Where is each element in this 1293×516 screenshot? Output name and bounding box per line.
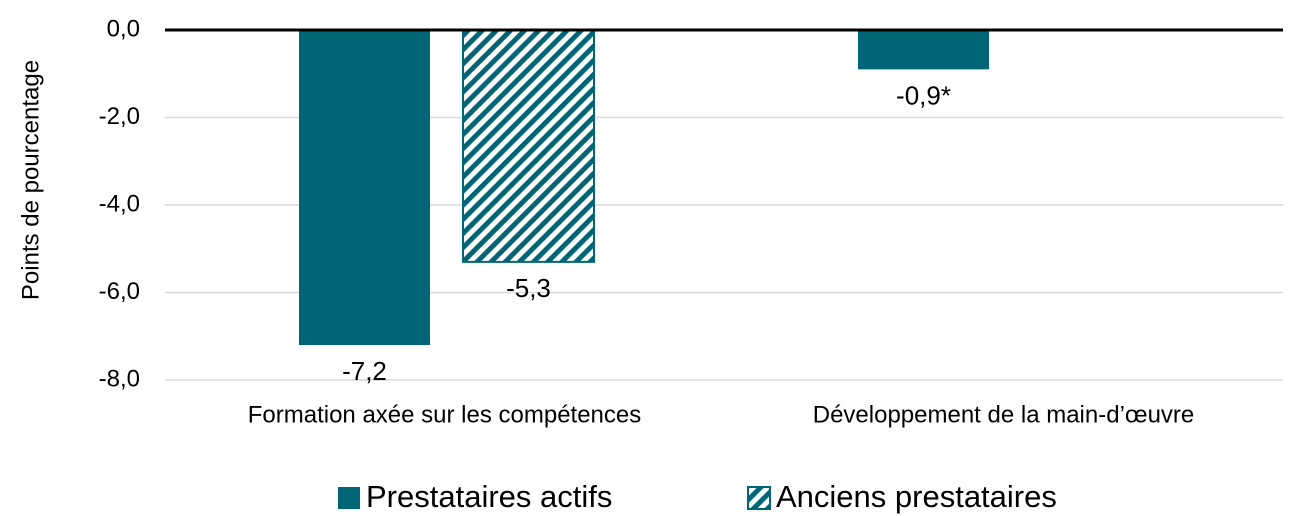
x-tick-label: Formation axée sur les compétences	[248, 401, 642, 428]
y-axis-title: Points de pourcentage	[17, 60, 44, 300]
legend-label: Prestataires actifs	[366, 479, 612, 514]
bar	[462, 29, 595, 263]
data-label: -5,3	[506, 273, 551, 303]
x-tick-label: Développement de la main-d’œuvre	[813, 401, 1195, 428]
y-tick-label: -4,0	[99, 190, 140, 217]
y-tick-label: -8,0	[99, 365, 140, 392]
data-label: -7,2	[342, 356, 387, 386]
y-tick-label: -6,0	[99, 278, 140, 305]
data-label: -0,9*	[896, 80, 951, 110]
legend-label: Anciens prestataires	[776, 479, 1057, 514]
legend-swatch	[338, 487, 360, 509]
bar	[299, 30, 430, 345]
y-tick-label: -2,0	[99, 103, 140, 130]
legend-swatch	[747, 486, 771, 510]
bar	[858, 30, 989, 70]
y-tick-label: 0,0	[107, 15, 140, 42]
